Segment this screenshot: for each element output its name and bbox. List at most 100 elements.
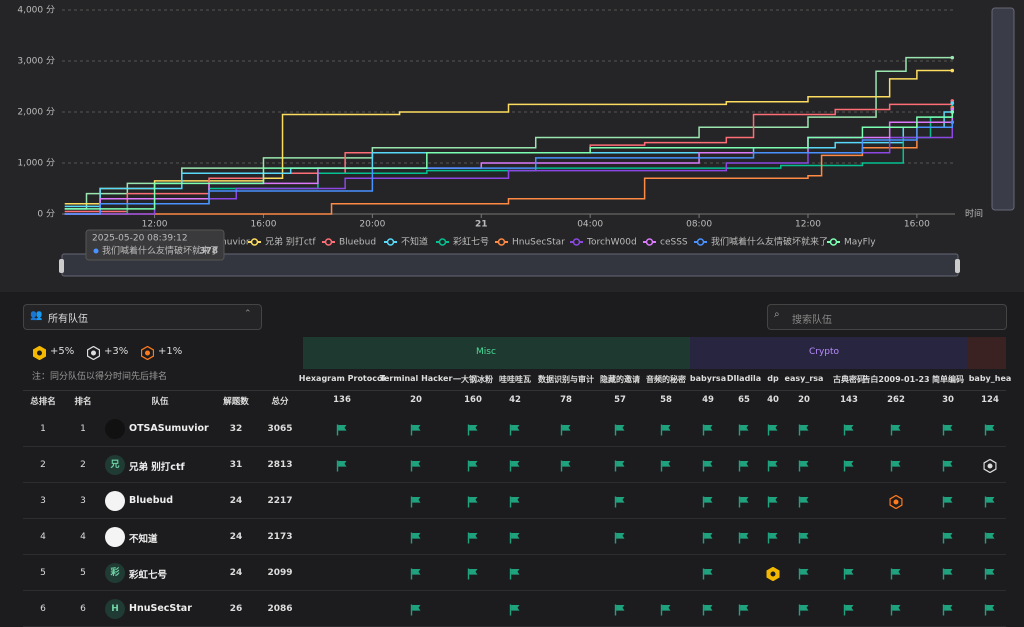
legend-dot [497, 238, 506, 246]
solve-flag [738, 424, 750, 436]
challenge-name: 古典密码 [833, 375, 865, 384]
challenge-score: 78 [560, 395, 572, 405]
avatar [105, 419, 125, 439]
search-icon: ⌕ [774, 309, 780, 320]
legend-item[interactable]: 我们喊着什么友情破坏就来了 [694, 236, 828, 248]
challenge-score: 65 [738, 395, 750, 405]
challenge-name: babyrsa [689, 374, 727, 383]
solve-flag [942, 496, 954, 508]
solve-flag [798, 496, 810, 508]
challenge-score: 57 [614, 395, 626, 405]
legend-item[interactable]: HnuSecStar [495, 238, 565, 248]
avatar: 彩 [105, 563, 125, 583]
challenge-score: 136 [333, 395, 351, 405]
legend-label: MayFly [844, 238, 876, 248]
challenge-score: 124 [981, 395, 999, 405]
avatar: 兄 [105, 455, 125, 475]
legend-item[interactable]: MayFly [827, 238, 876, 248]
solve-flag [984, 424, 996, 436]
solve-flag [660, 604, 672, 616]
solve-flag [843, 460, 855, 472]
solved: 24 [229, 568, 243, 578]
series-line [64, 109, 954, 215]
series-line [64, 106, 954, 215]
solve-flag [798, 568, 810, 580]
team-name: 不知道 [129, 534, 158, 545]
challenge-score: 49 [702, 395, 714, 405]
slider-handle[interactable] [59, 259, 64, 273]
challenge-score: 20 [798, 395, 810, 405]
solve-flag [467, 532, 479, 544]
legend-item[interactable]: 不知道 [384, 236, 428, 248]
solve-flag [509, 532, 521, 544]
solve-flag [890, 568, 902, 580]
challenge-name: easy_rsa [784, 374, 824, 383]
solve-flag [798, 532, 810, 544]
rank: 5 [80, 568, 86, 578]
y-tick-label: 1,000 分 [17, 158, 55, 169]
solve-flag [942, 568, 954, 580]
challenge-name: 简单编码 [932, 375, 964, 384]
column-header: 总排名 [30, 397, 56, 407]
bonus-label: +1% [158, 346, 183, 357]
total-rank: 3 [40, 496, 46, 506]
legend-dot [572, 238, 581, 246]
avatar [105, 527, 125, 547]
y-zoom-slider[interactable] [991, 7, 1015, 211]
slider-handle[interactable] [955, 259, 960, 273]
solve-flag [767, 460, 779, 472]
solve-flag [738, 460, 750, 472]
category-band [690, 337, 968, 369]
legend-item[interactable]: ceSSS [643, 238, 688, 248]
solve-flag [467, 424, 479, 436]
tooltip-value: 378 [199, 247, 218, 257]
solve-flag [509, 568, 521, 580]
solve-flag [336, 424, 348, 436]
x-axis-label: 时间 [965, 208, 983, 220]
solve-flag [660, 460, 672, 472]
solve-flag [509, 496, 521, 508]
end-point [950, 120, 955, 124]
solve-flag [984, 604, 996, 616]
search-box[interactable]: ⌕ 搜索队伍 [767, 304, 1007, 330]
rank: 6 [80, 604, 86, 614]
x-tick-label: 08:00 [686, 220, 712, 230]
legend-item[interactable]: 彩虹七号 [436, 237, 489, 248]
legend-item[interactable]: Bluebud [322, 238, 376, 248]
end-point [950, 55, 955, 60]
y-tick-label: 4,000 分 [17, 5, 55, 16]
solve-flag [410, 532, 422, 544]
solve-flag [614, 532, 626, 544]
solve-flag [509, 424, 521, 436]
end-point [950, 101, 955, 105]
solve-flag [942, 604, 954, 616]
solve-flag [614, 424, 626, 436]
solved: 26 [229, 604, 243, 614]
row-divider [23, 554, 1006, 555]
solved: 24 [229, 532, 243, 542]
solve-flag [467, 460, 479, 472]
challenge-name: dp [767, 374, 779, 383]
total-rank: 1 [40, 424, 46, 434]
rank: 2 [80, 460, 86, 470]
solve-flag [410, 460, 422, 472]
tooltip-dot [93, 248, 99, 254]
solved: 31 [229, 460, 243, 470]
column-header: 排名 [74, 397, 92, 407]
category-band [968, 337, 1006, 369]
bonus-label: +3% [104, 346, 129, 357]
team-filter[interactable]: 👥 所有队伍 ⌃ [23, 304, 262, 330]
solve-flag [614, 460, 626, 472]
x-tick-label: 16:00 [251, 220, 277, 230]
chart-panel: 时间 0 分 1,000 分 2,000 分 3,000 分 4,000 分 12:00 1… [0, 0, 1024, 292]
legend-dot [696, 238, 705, 246]
solve-flag [738, 604, 750, 616]
solve-flag [984, 496, 996, 508]
row-divider [23, 482, 1006, 483]
bonus-icon [140, 345, 155, 364]
legend-item[interactable]: 兄弟 别打ctf [248, 236, 316, 248]
legend-item[interactable]: TorchW00d [570, 238, 637, 248]
challenge-name: 一大钢冰粉 [453, 375, 493, 384]
series-line [64, 107, 954, 215]
series-line [64, 122, 954, 215]
